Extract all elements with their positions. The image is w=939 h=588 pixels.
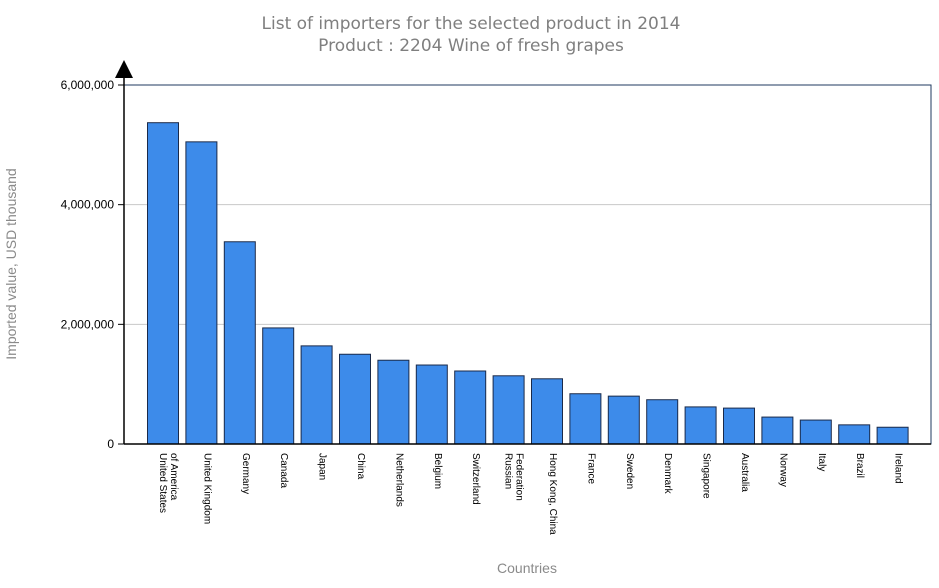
x-tick-label: Germany <box>240 453 251 494</box>
bar <box>262 327 295 445</box>
x-tick-label: Brazil <box>854 453 865 478</box>
x-tick-label: Hong Kong, China <box>547 453 558 535</box>
bar <box>223 241 256 445</box>
x-tick-label: Federation <box>514 453 525 501</box>
x-tick-label: of America <box>168 453 179 501</box>
x-tick-label: United States <box>157 453 168 513</box>
bar <box>684 406 717 445</box>
x-tick-label: China <box>355 453 366 480</box>
y-tick-label: 2,000,000 <box>61 317 115 331</box>
x-tick-label: Netherlands <box>393 453 404 507</box>
x-tick-label: Singapore <box>701 453 712 499</box>
bar <box>531 378 563 445</box>
bar <box>646 399 679 445</box>
bar <box>492 375 525 445</box>
bar <box>339 353 371 445</box>
x-tick-label: France <box>585 453 596 485</box>
bar <box>147 122 179 445</box>
bar <box>569 393 602 445</box>
x-tick-label: United Kingdom <box>201 453 212 524</box>
y-axis-arrow-icon <box>115 60 133 78</box>
chart-subtitle: Product : 2204 Wine of fresh grapes <box>318 36 624 56</box>
bar <box>377 359 410 445</box>
bar <box>185 141 218 445</box>
bar <box>838 424 871 445</box>
x-tick-label: Canada <box>278 453 289 488</box>
bar <box>607 395 640 445</box>
bar <box>876 426 909 445</box>
x-tick-label: Switzerland <box>470 453 481 505</box>
bar <box>799 419 832 445</box>
x-axis-label: Countries <box>497 560 557 576</box>
bar <box>723 407 755 445</box>
bar <box>761 416 794 445</box>
x-tick-label: Sweden <box>624 453 635 489</box>
y-tick-label: 0 <box>107 437 114 451</box>
bar <box>415 364 448 445</box>
bar <box>300 345 333 445</box>
x-tick-label: Italy <box>816 453 827 471</box>
x-tick-label: Belgium <box>432 453 443 489</box>
y-axis-label: Imported value, USD thousand <box>3 168 19 359</box>
chart-title: List of importers for the selected produ… <box>262 14 681 34</box>
x-tick-label: Ireland <box>893 453 904 484</box>
x-tick-label: Norway <box>777 453 788 487</box>
y-tick-label: 6,000,000 <box>61 78 115 92</box>
x-tick-label: Denmark <box>662 453 673 495</box>
x-tick-label: Australia <box>739 453 750 492</box>
y-tick-label: 4,000,000 <box>61 198 115 212</box>
x-tick-label: Japan <box>317 453 328 480</box>
bar <box>454 370 487 445</box>
x-tick-label: Russian <box>503 453 514 489</box>
